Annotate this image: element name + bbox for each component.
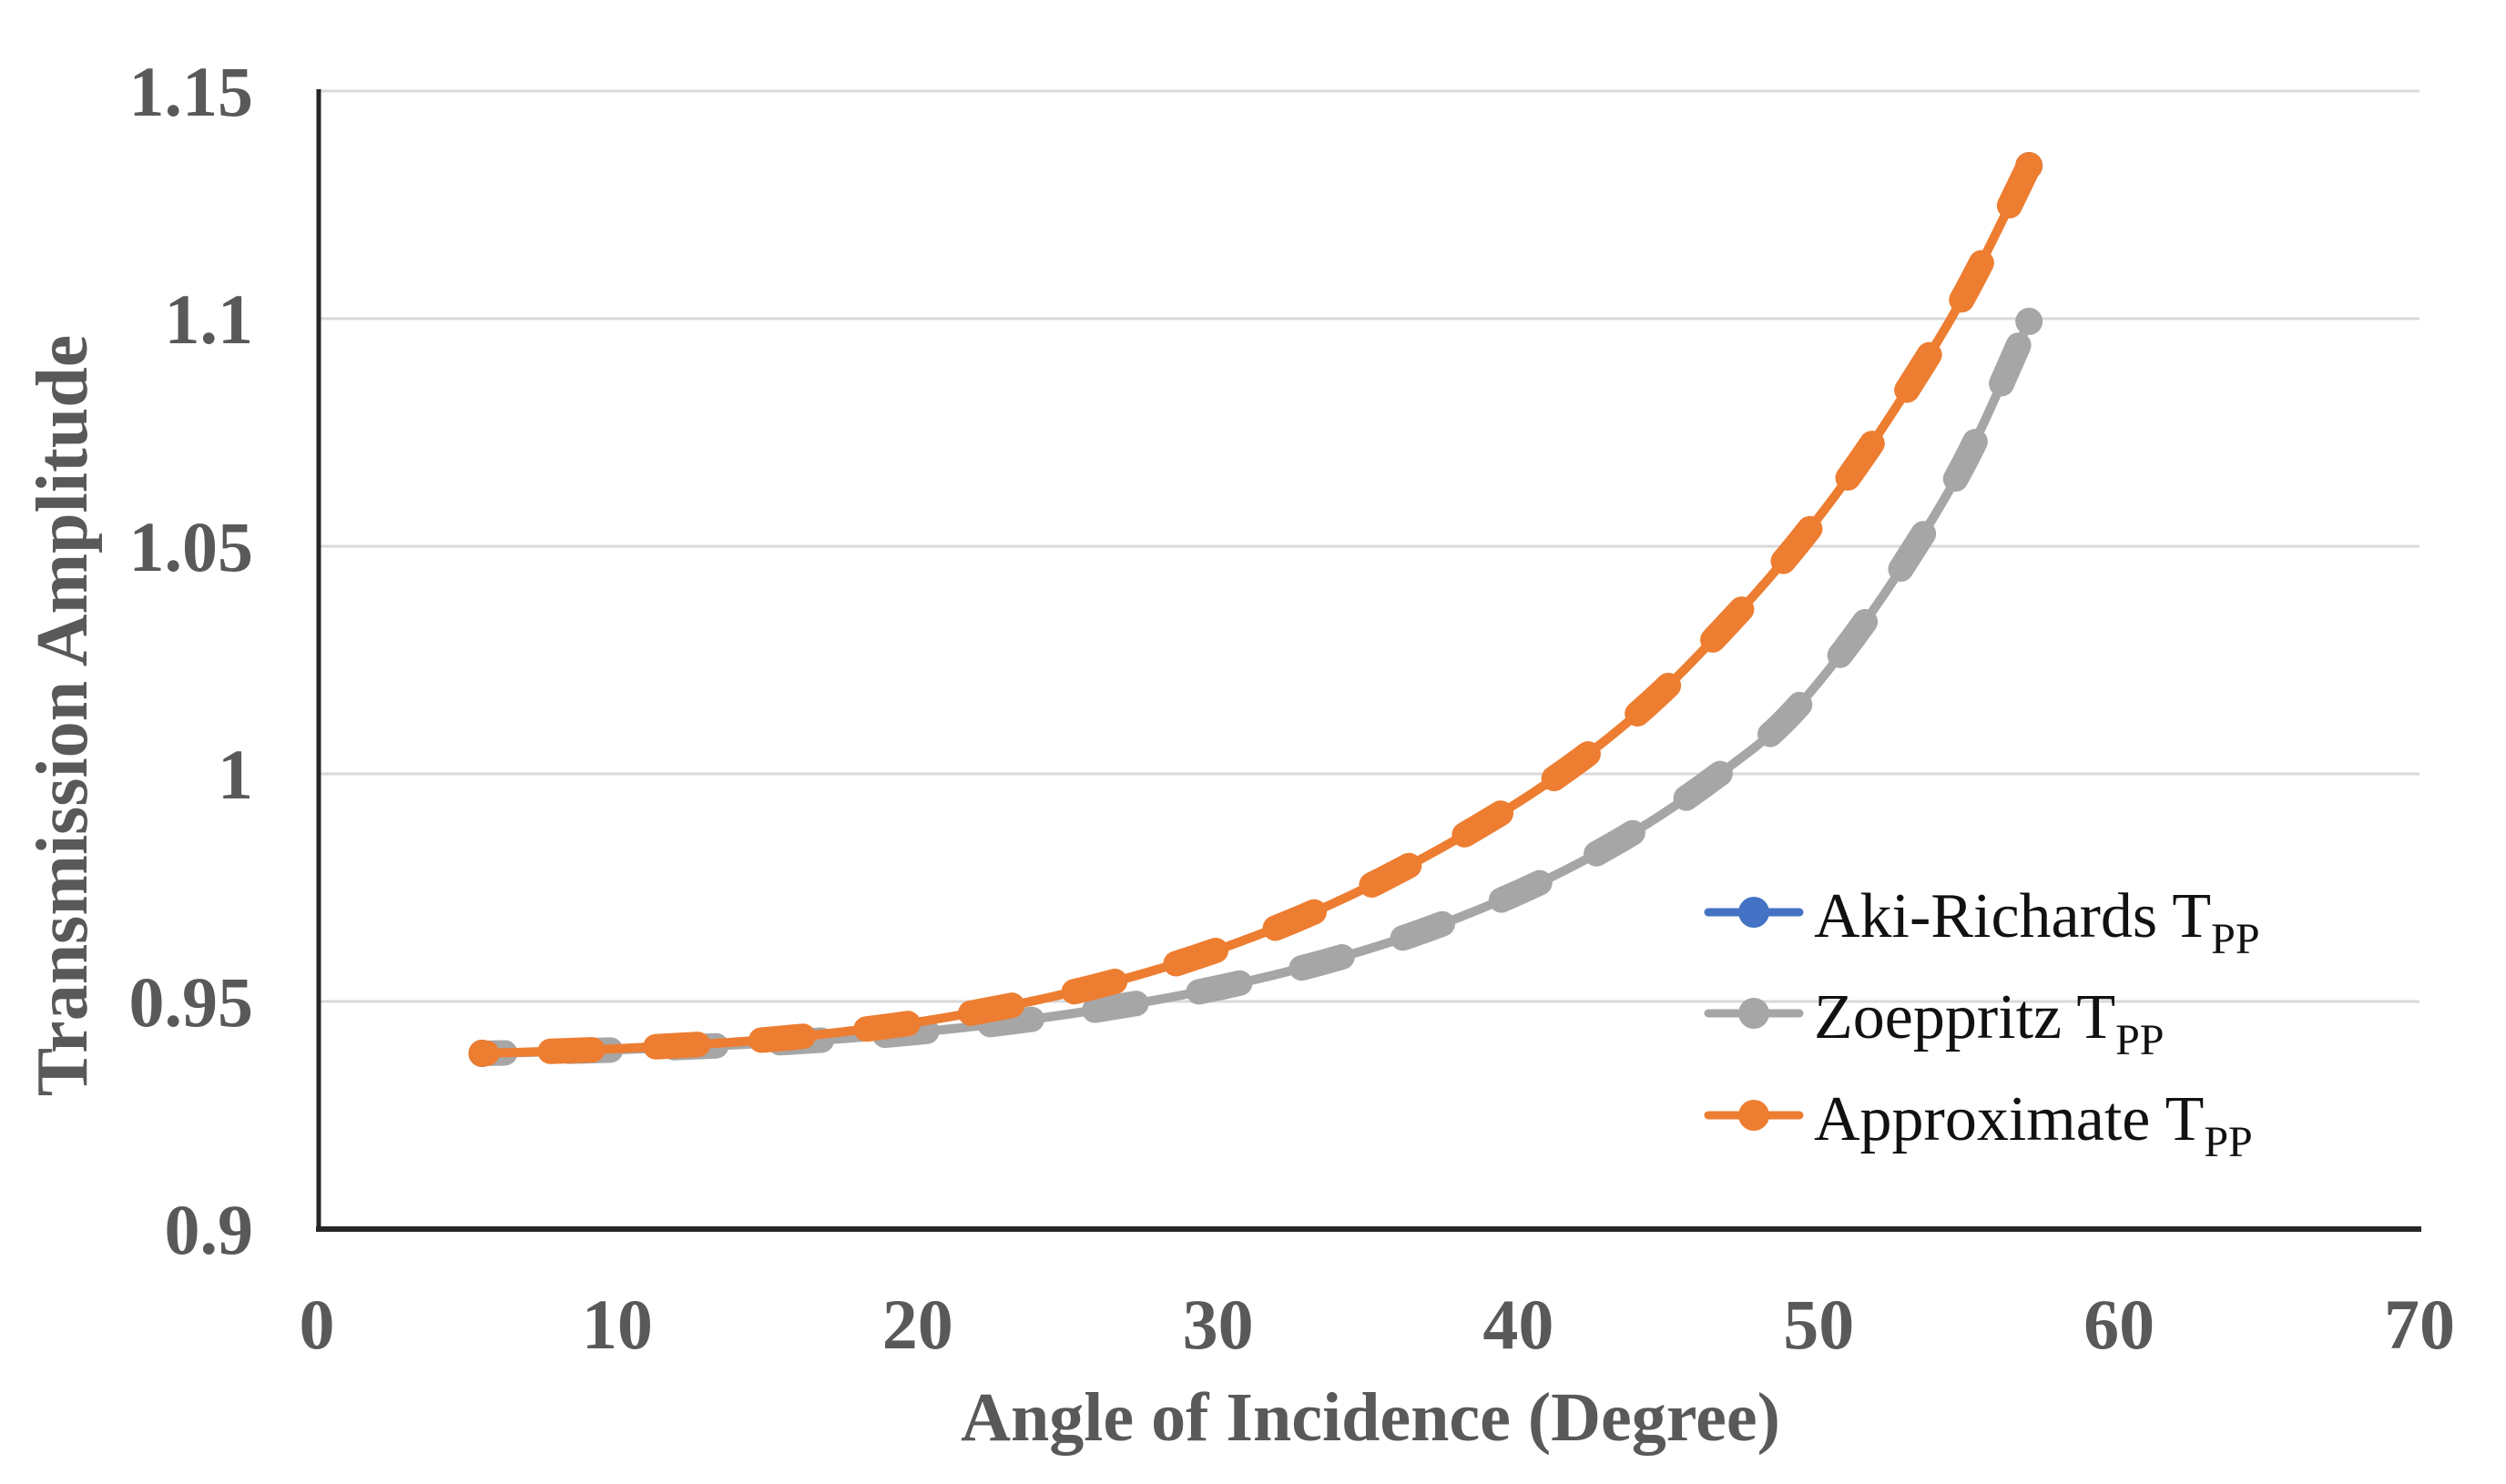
y-tick-label-1.1: 1.1	[165, 280, 254, 359]
legend-item-zoeppritz: Zoeppritz TPP	[1704, 982, 2165, 1064]
legend-label-aki-richards-subscript: PP	[2211, 915, 2259, 963]
x-tick-label-20: 20	[882, 1285, 953, 1364]
legend-label-aki-richards-main: Aki-Richards T	[1814, 881, 2211, 951]
series-approximate-first-point	[468, 1040, 496, 1067]
series-approximate-markers	[469, 153, 2042, 1066]
legend-label-zoeppritz: Zoeppritz TPP	[1814, 982, 2165, 1064]
series-approximate	[468, 152, 2043, 1067]
legend-marker-dot-approximate	[1738, 1100, 1769, 1131]
gridlines	[317, 89, 2419, 1231]
tick-labels: 0 10 20 30 40 50 60 70 0.9 0.95 1 1.05 1.1 1.15	[129, 52, 2456, 1364]
y-tick-label-0.95: 0.95	[129, 962, 254, 1042]
series-zoeppritz-markers	[469, 309, 2042, 1066]
x-tick-label-60: 60	[2083, 1285, 2155, 1364]
legend-marker-dot-aki-richards	[1738, 897, 1769, 928]
axes	[316, 89, 2421, 1232]
x-tick-label-0: 0	[300, 1285, 335, 1364]
x-tick-label-40: 40	[1482, 1285, 1554, 1364]
legend-item-approximate: Approximate TPP	[1704, 1084, 2253, 1166]
legend-label-aki-richards: Aki-Richards TPP	[1814, 881, 2260, 963]
series-zoeppritz-line	[482, 319, 2033, 1058]
y-axis-title: Transmission Amplitude	[23, 335, 103, 1096]
series-approximate-line	[482, 163, 2033, 1058]
x-tick-label-50: 50	[1783, 1285, 1854, 1364]
legend-item-aki-richards: Aki-Richards TPP	[1704, 881, 2260, 963]
x-tick-label-30: 30	[1183, 1285, 1254, 1364]
y-tick-label-1.15: 1.15	[129, 52, 254, 131]
series-layer	[468, 152, 2043, 1067]
legend-label-approximate-main: Approximate T	[1814, 1084, 2204, 1154]
legend-label-approximate: Approximate TPP	[1814, 1084, 2253, 1166]
x-tick-label-70: 70	[2384, 1285, 2455, 1364]
y-tick-label-0.9: 0.9	[165, 1190, 254, 1269]
y-tick-label-1.05: 1.05	[129, 507, 254, 586]
legend-label-approximate-subscript: PP	[2204, 1118, 2252, 1166]
x-axis-title: Angle of Incidence (Degree)	[961, 1379, 1780, 1456]
series-zoeppritz	[468, 308, 2043, 1067]
series-aki-richards-line	[482, 163, 2033, 1058]
legend-marker-dot-zoeppritz	[1738, 998, 1769, 1029]
series-approximate-last-point	[2015, 152, 2043, 179]
y-tick-label-1: 1	[218, 735, 253, 814]
legend: Aki-Richards TPP Zoeppritz TPP Approxima…	[1704, 881, 2260, 1166]
series-aki-richards	[468, 152, 2043, 1067]
legend-label-zoeppritz-main: Zoeppritz T	[1814, 982, 2115, 1052]
series-zoeppritz-last-point	[2015, 308, 2043, 335]
legend-label-zoeppritz-subscript: PP	[2115, 1016, 2164, 1064]
series-aki-richards-markers	[470, 154, 2041, 1065]
x-tick-label-10: 10	[582, 1285, 653, 1364]
